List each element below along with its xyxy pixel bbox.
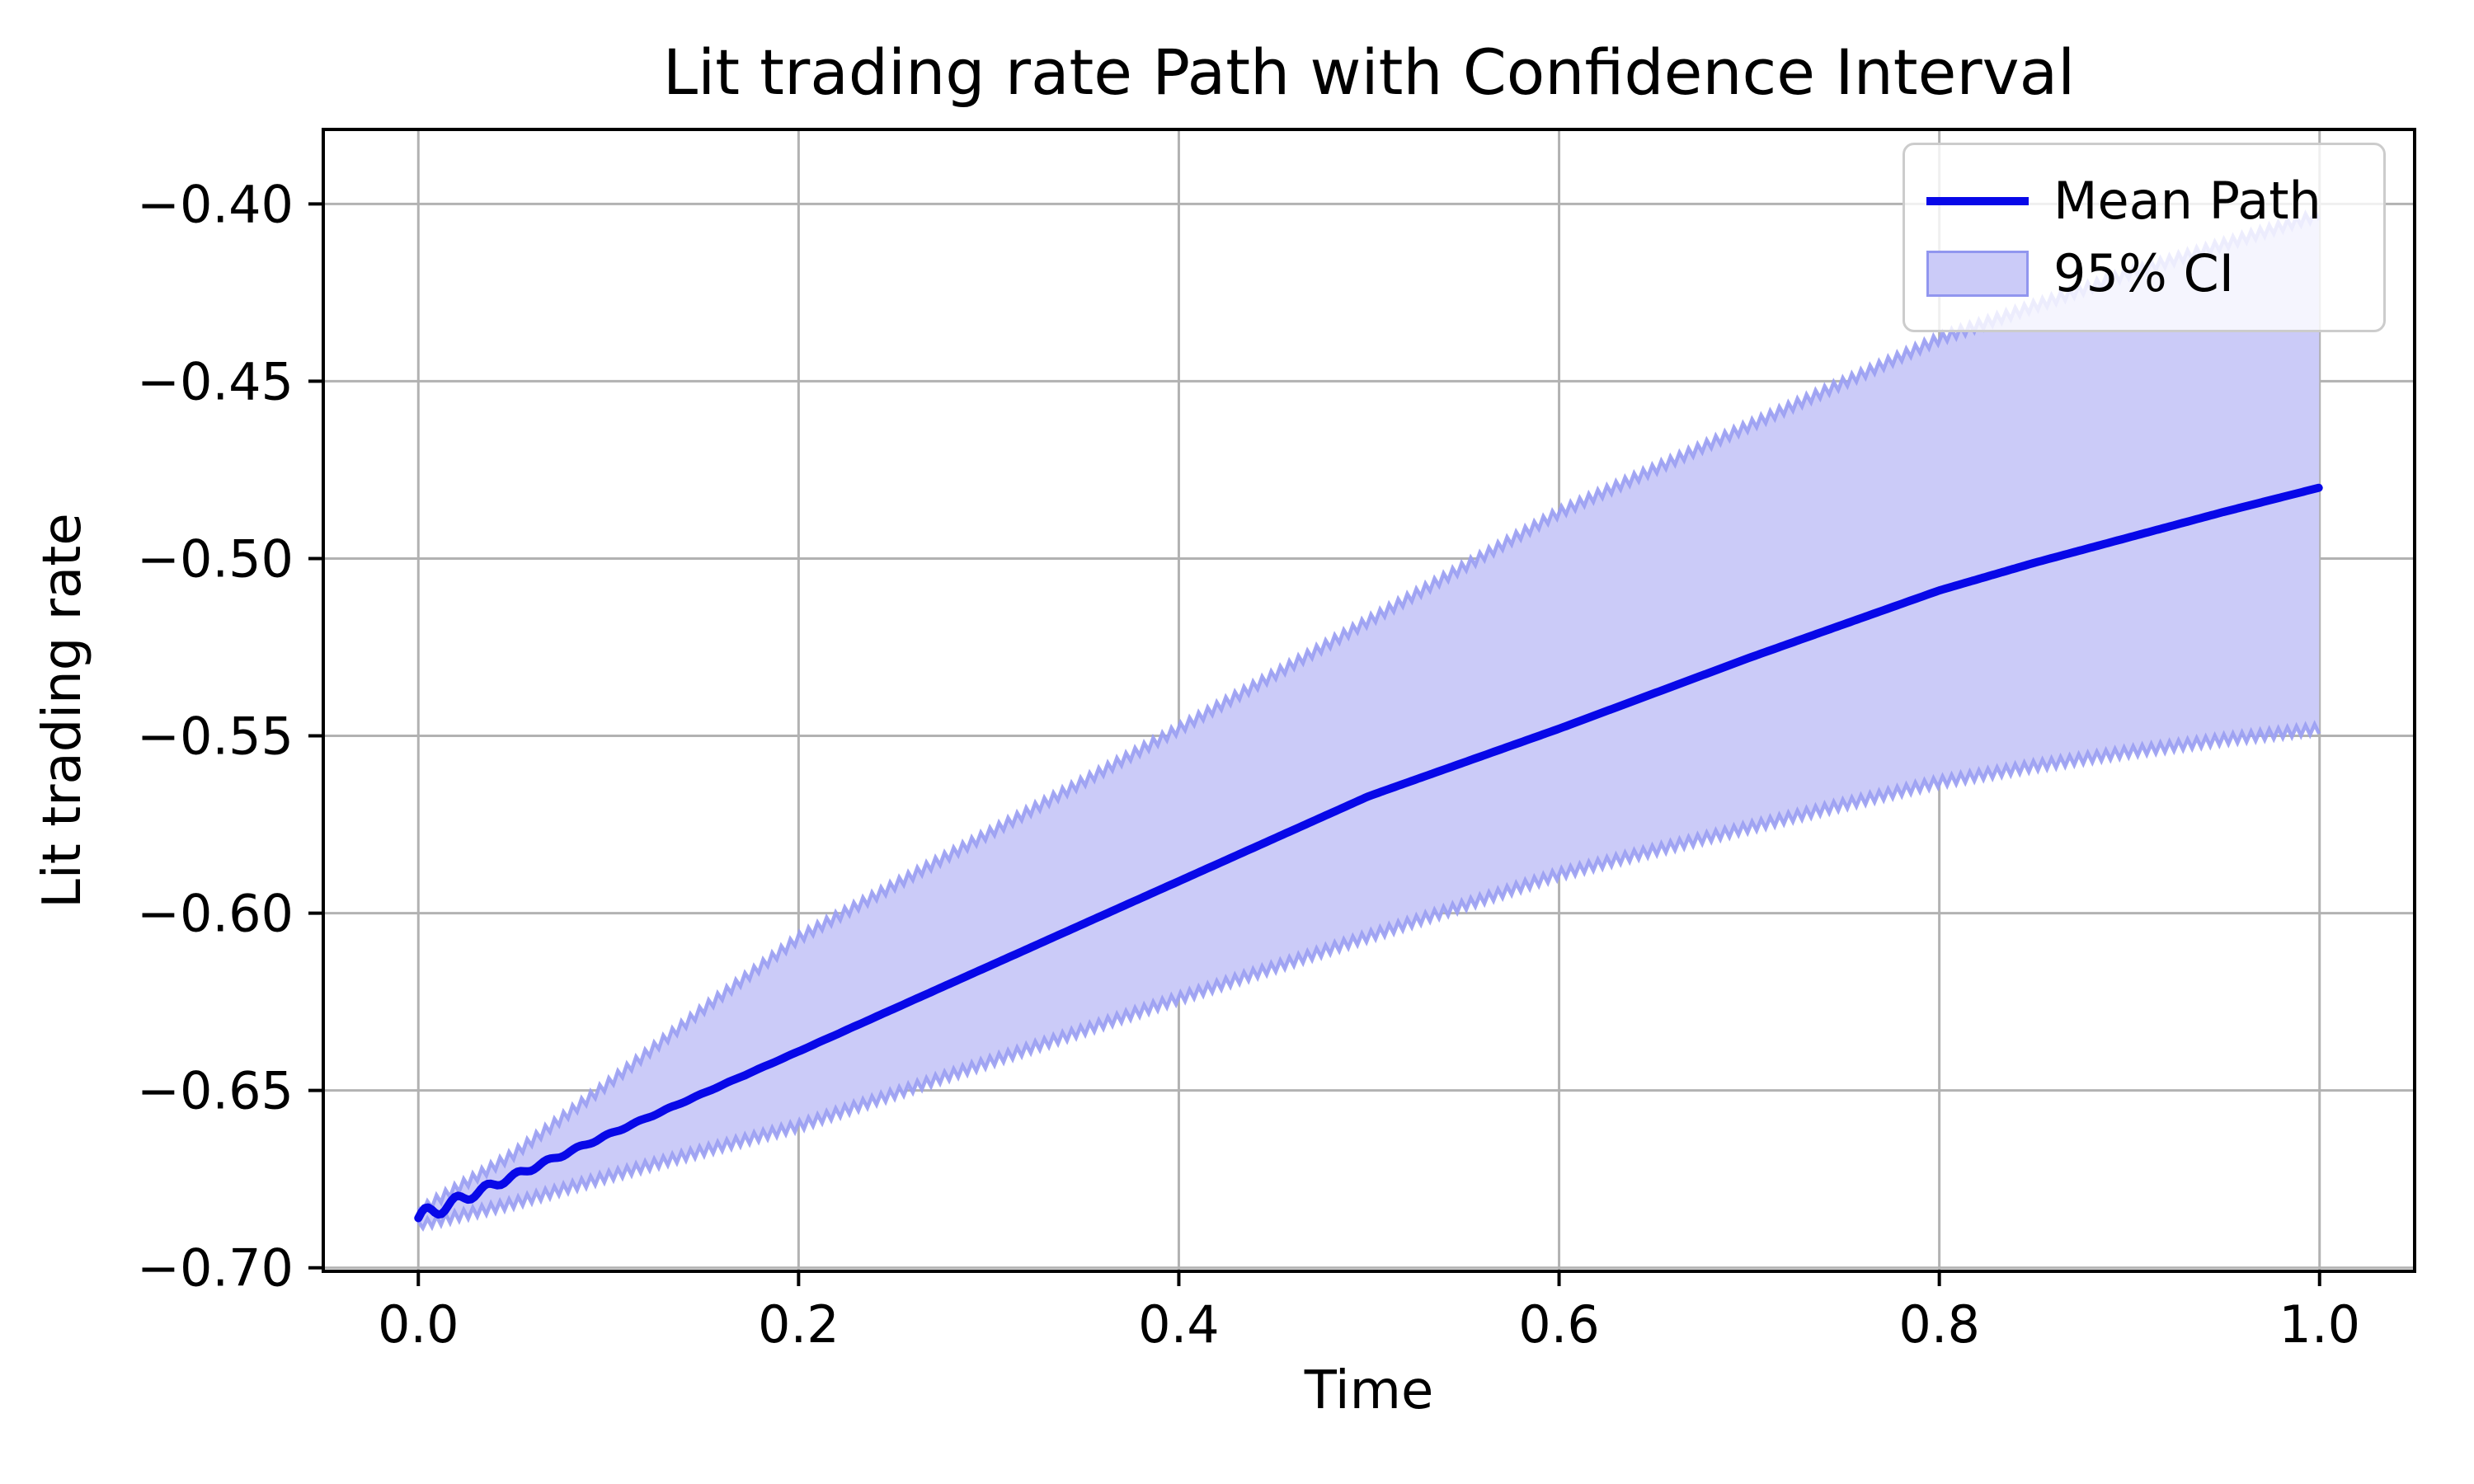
x-tick-label: 0.0 [378,1294,459,1355]
y-tick-label: −0.60 [137,884,294,944]
legend-label-mean-path: Mean Path [2053,171,2321,231]
legend-item-ci: 95% CI [1926,248,2363,299]
legend-item-mean-path: Mean Path [1926,176,2363,227]
x-tick-label: 0.8 [1898,1294,1980,1355]
chart-title: Lit trading rate Path with Confidence In… [662,35,2076,109]
y-tick-label: −0.55 [137,707,294,767]
legend-label-ci: 95% CI [2053,243,2235,303]
x-axis-label: Time [1304,1360,1434,1421]
mean-path-line [414,483,2323,1223]
y-tick-label: −0.45 [137,351,294,411]
y-tick-label: −0.50 [137,528,294,589]
y-tick-label: −0.40 [137,174,294,234]
legend: Mean Path 95% CI [1903,143,2386,332]
x-tick-label: 0.6 [1518,1294,1600,1355]
ci-band [418,211,2320,1228]
x-tick-label: 1.0 [2279,1294,2360,1355]
ci-lower-edge [416,720,2321,1233]
y-tick-label: −0.70 [137,1238,294,1298]
mean-path-line-icon [1926,197,2029,205]
y-axis-label: Lit trading rate [32,513,93,909]
x-tick-label: 0.4 [1138,1294,1220,1355]
x-tick-label: 0.2 [758,1294,840,1355]
y-tick-label: −0.65 [137,1061,294,1121]
axes-frame [322,128,2416,1273]
ci-patch-icon [1926,251,2029,297]
